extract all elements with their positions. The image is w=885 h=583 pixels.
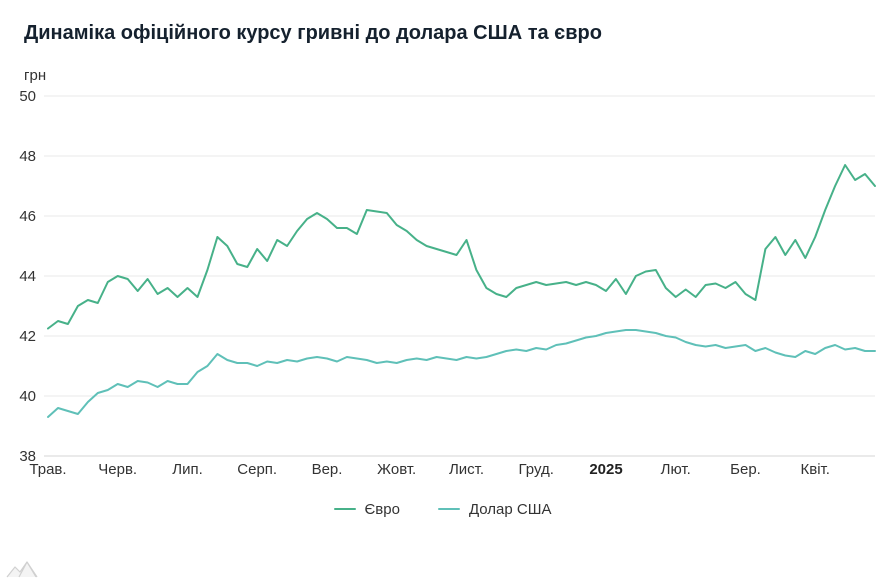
legend-label-euro: Євро	[364, 500, 400, 518]
chart-area: 38 40 42 44 46 48 50 грн Трав. Черв. Лип. Серп. Вер.…	[0, 50, 885, 491]
legend-item-usd[interactable]: Долар США	[437, 500, 552, 518]
svg-text:грн: грн	[24, 67, 46, 84]
legend-item-euro[interactable]: Євро	[333, 500, 400, 518]
chart-legend: Євро Долар США	[0, 497, 885, 521]
svg-text:38: 38	[19, 448, 36, 465]
svg-text:Квіт.: Квіт.	[800, 461, 829, 478]
svg-text:Трав.: Трав.	[29, 461, 66, 478]
svg-text:44: 44	[19, 268, 36, 285]
svg-text:Серп.: Серп.	[237, 461, 277, 478]
svg-text:48: 48	[19, 148, 36, 165]
svg-text:Лют.: Лют.	[661, 461, 691, 478]
svg-text:Бер.: Бер.	[730, 461, 761, 478]
svg-text:2025: 2025	[589, 461, 622, 478]
svg-text:Лист.: Лист.	[449, 461, 484, 478]
svg-text:50: 50	[19, 88, 36, 105]
svg-text:Груд.: Груд.	[519, 461, 554, 478]
minfin-logo	[6, 561, 38, 578]
page-title: Динаміка офіційного курсу гривні до дола…	[24, 22, 602, 44]
euro-line-marker	[333, 508, 356, 510]
svg-text:46: 46	[19, 208, 36, 225]
svg-text:Вер.: Вер.	[312, 461, 343, 478]
usd-line-marker	[437, 508, 460, 510]
svg-text:Черв.: Черв.	[98, 461, 137, 478]
svg-text:42: 42	[19, 328, 36, 345]
legend-label-usd: Долар США	[468, 500, 552, 518]
svg-text:40: 40	[19, 388, 36, 405]
svg-text:Жовт.: Жовт.	[377, 461, 416, 478]
header: Динаміка офіційного курсу гривні до дола…	[0, 0, 885, 50]
exchange-rate-chart: 38 40 42 44 46 48 50 грн Трав. Черв. Лип. Серп. Вер.…	[19, 67, 876, 478]
svg-text:Лип.: Лип.	[172, 461, 203, 478]
